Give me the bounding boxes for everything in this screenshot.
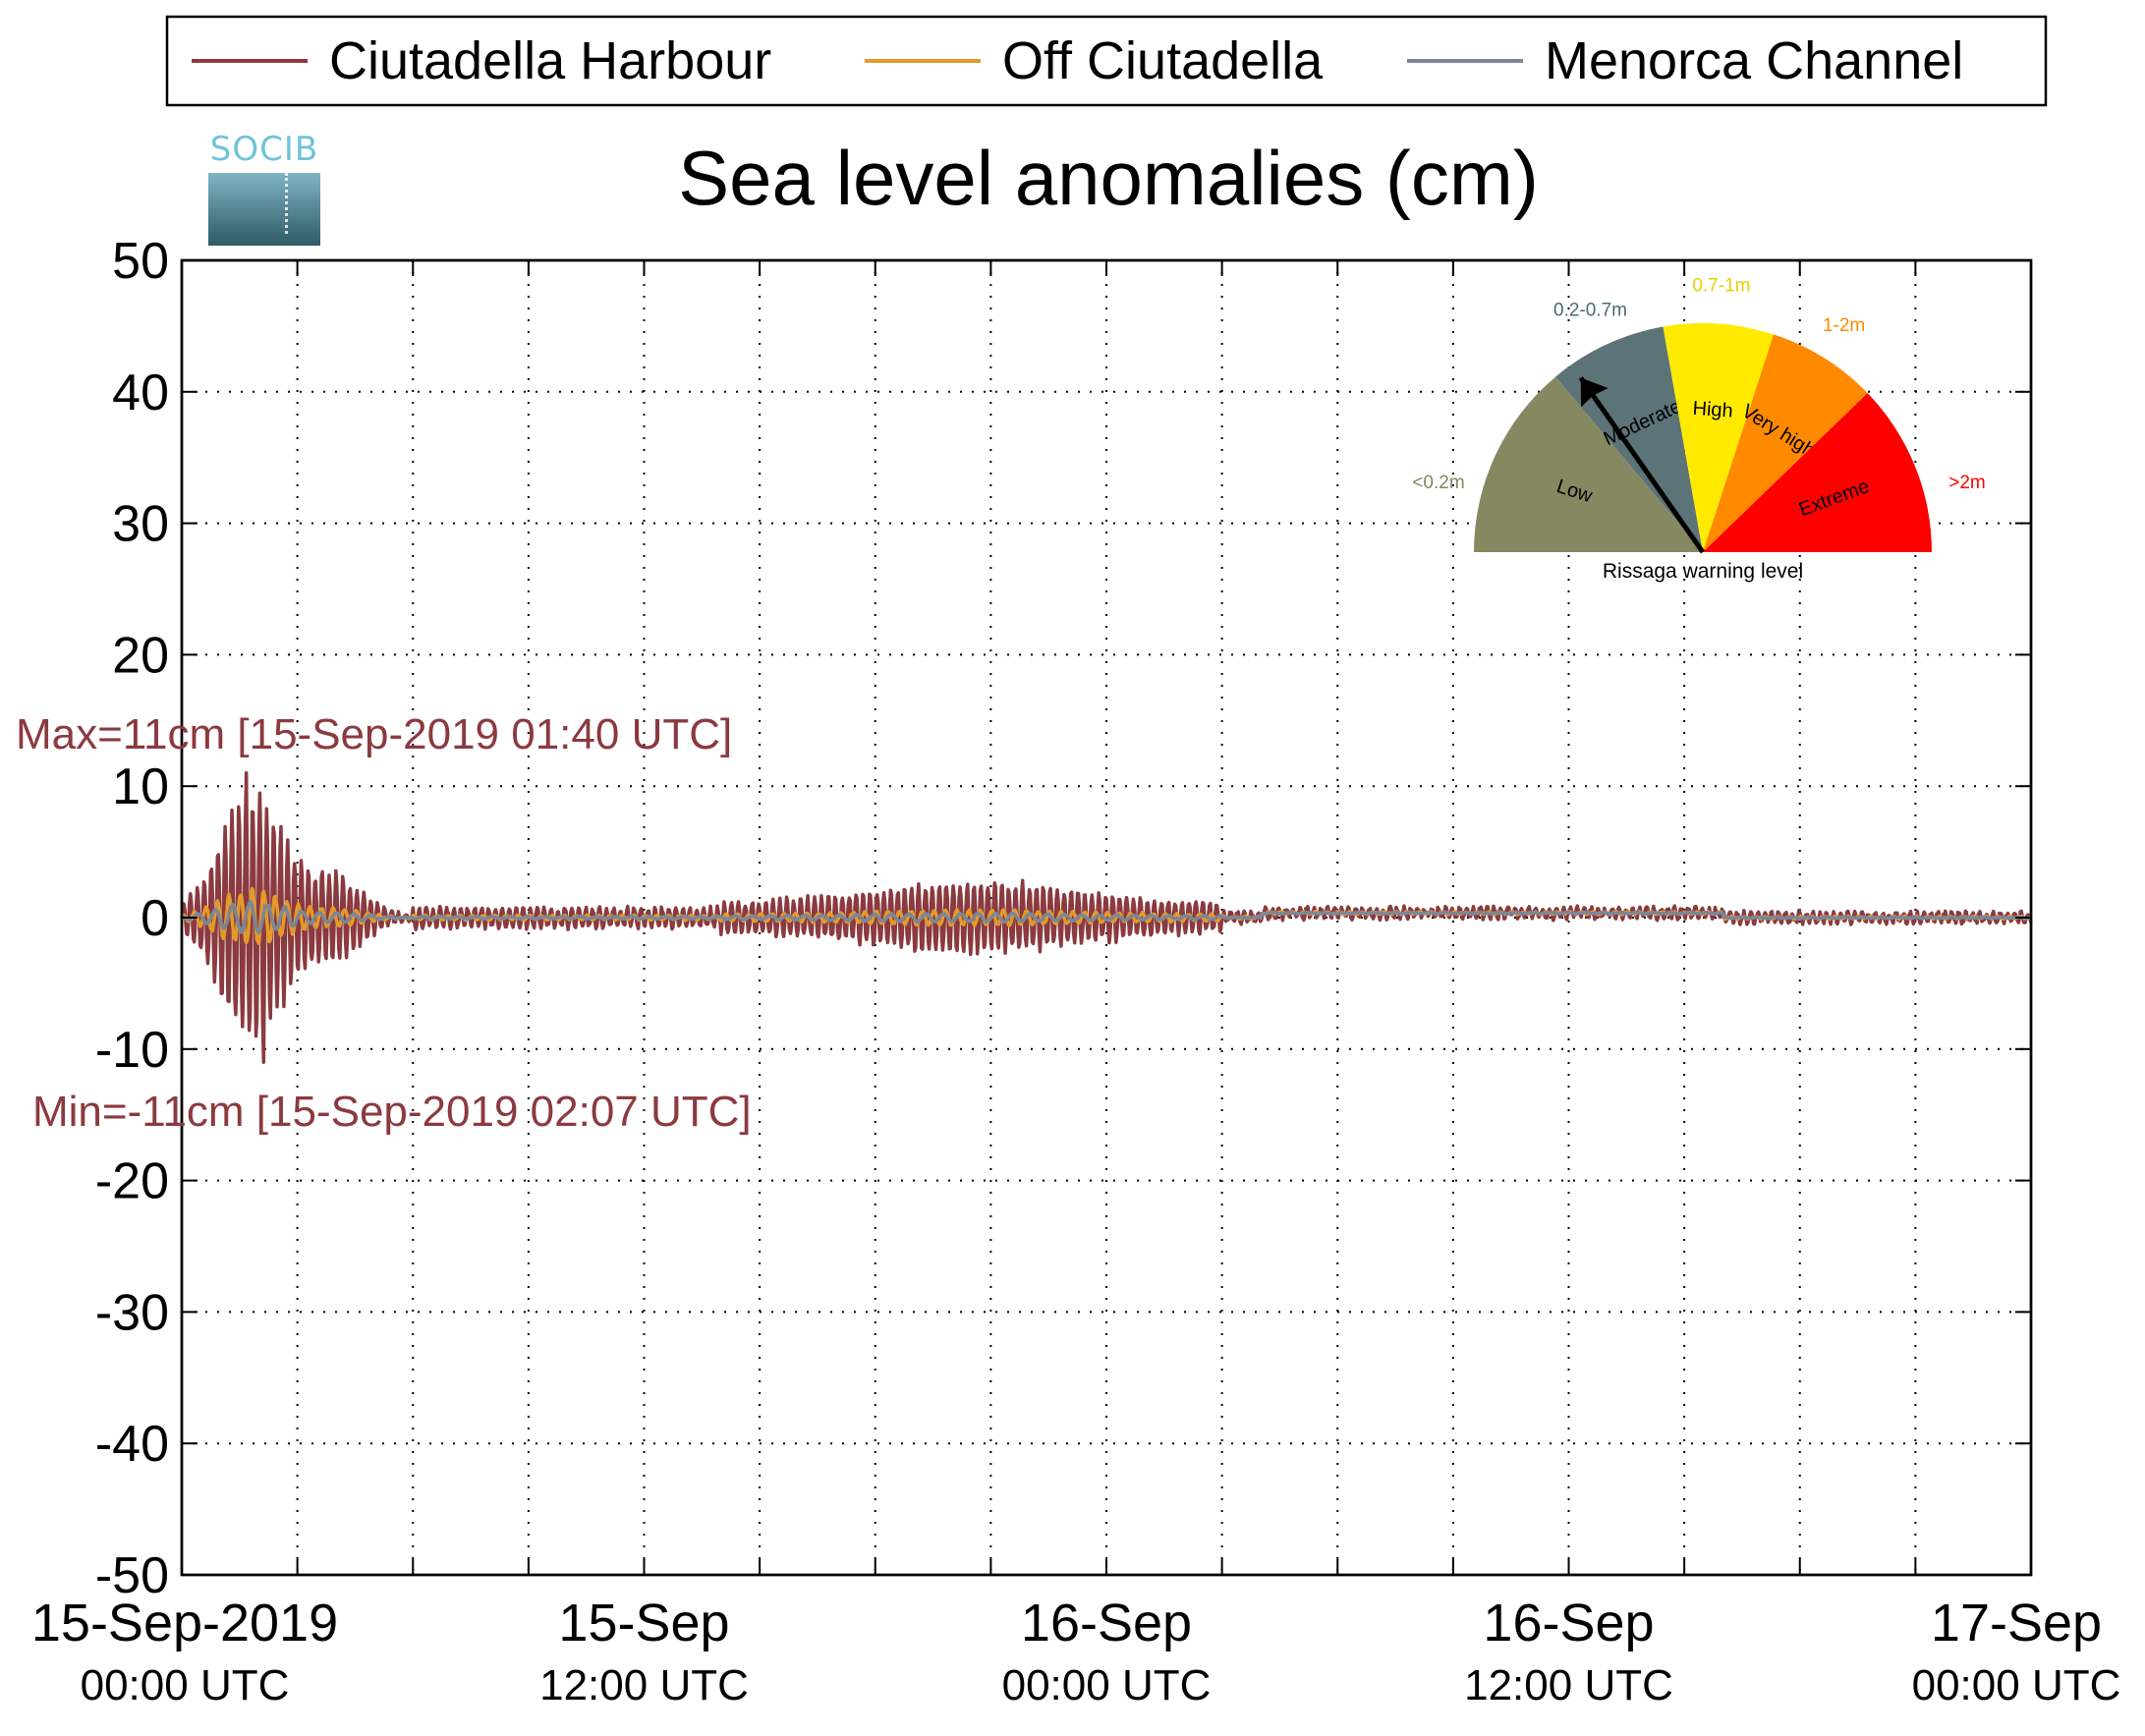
gauge-sector-label: High bbox=[1692, 398, 1734, 422]
x-tick-label-time: 00:00 UTC bbox=[81, 1661, 290, 1709]
gauge-sector bbox=[1474, 376, 1703, 552]
logo-text: SOCIB bbox=[209, 130, 319, 169]
gauge-range-label: 0.2-0.7m bbox=[1553, 300, 1627, 320]
y-tick-label: 40 bbox=[112, 364, 169, 421]
y-tick-label: -20 bbox=[95, 1153, 169, 1210]
x-tick-label-time: 12:00 UTC bbox=[539, 1661, 749, 1709]
gauge-range-label: 0.7-1m bbox=[1692, 276, 1750, 297]
y-tick-label: 20 bbox=[112, 627, 169, 684]
y-tick-label: -10 bbox=[95, 1022, 169, 1079]
max-annotation: Max=11cm [15-Sep-2019 01:40 UTC] bbox=[16, 710, 732, 758]
gauge-sector bbox=[1663, 322, 1774, 552]
gauge-needle-head bbox=[1580, 377, 1609, 408]
legend-label: Off Ciutadella bbox=[1002, 31, 1324, 90]
gauge-needle bbox=[1578, 376, 1706, 554]
socib-logo: SOCIB bbox=[206, 130, 322, 248]
x-tick-label-date: 15-Sep bbox=[558, 1594, 729, 1652]
gauge-sector bbox=[1703, 393, 1933, 552]
series-line bbox=[181, 899, 2032, 935]
gauge-range-label: <0.2m bbox=[1412, 473, 1464, 493]
y-tick-label: -50 bbox=[95, 1547, 169, 1604]
y-tick-label: -40 bbox=[95, 1416, 169, 1473]
legend-label: Ciutadella Harbour bbox=[329, 31, 771, 90]
chart-title: Sea level anomalies (cm) bbox=[678, 135, 1539, 221]
legend: Ciutadella Harbour Off Ciutadella Menorca … bbox=[165, 15, 2048, 107]
logo-graphic bbox=[208, 173, 320, 246]
y-tick-label: 30 bbox=[112, 496, 169, 553]
x-tick-label-time: 00:00 UTC bbox=[1002, 1661, 1212, 1709]
y-tick-label: 50 bbox=[112, 233, 169, 290]
gauge-sector bbox=[1703, 334, 1868, 552]
gauge-range-label: >2m bbox=[1948, 473, 1986, 493]
legend-label: Menorca Channel bbox=[1545, 31, 1963, 90]
x-tick-label-date: 15-Sep-2019 bbox=[31, 1594, 338, 1652]
y-axis-tick-labels: 50 40 30 20 10 0 -10 -20 -30 -40 -50 bbox=[95, 233, 169, 1604]
y-tick-label: 10 bbox=[112, 758, 169, 815]
series-lines bbox=[180, 771, 2033, 1064]
gauge-range-label: 1-2m bbox=[1823, 315, 1865, 336]
x-tick-label-time: 12:00 UTC bbox=[1464, 1661, 1673, 1709]
min-annotation: Min=-11cm [15-Sep-2019 02:07 UTC] bbox=[32, 1088, 752, 1136]
x-tick-label-date: 16-Sep bbox=[1483, 1594, 1654, 1652]
x-tick-label-date: 17-Sep bbox=[1931, 1594, 2102, 1652]
x-tick-label-time: 00:00 UTC bbox=[1912, 1661, 2121, 1709]
gauge-caption: Rissaga warning level bbox=[1603, 560, 1803, 583]
x-tick-label-date: 16-Sep bbox=[1021, 1594, 1192, 1652]
x-axis-tick-labels: 15-Sep-2019 00:00 UTC 15-Sep 12:00 UTC 16-Se… bbox=[31, 1594, 2121, 1709]
axis-ticks bbox=[182, 259, 2031, 1576]
y-tick-label: -30 bbox=[95, 1284, 169, 1341]
y-tick-label: 0 bbox=[141, 890, 169, 947]
